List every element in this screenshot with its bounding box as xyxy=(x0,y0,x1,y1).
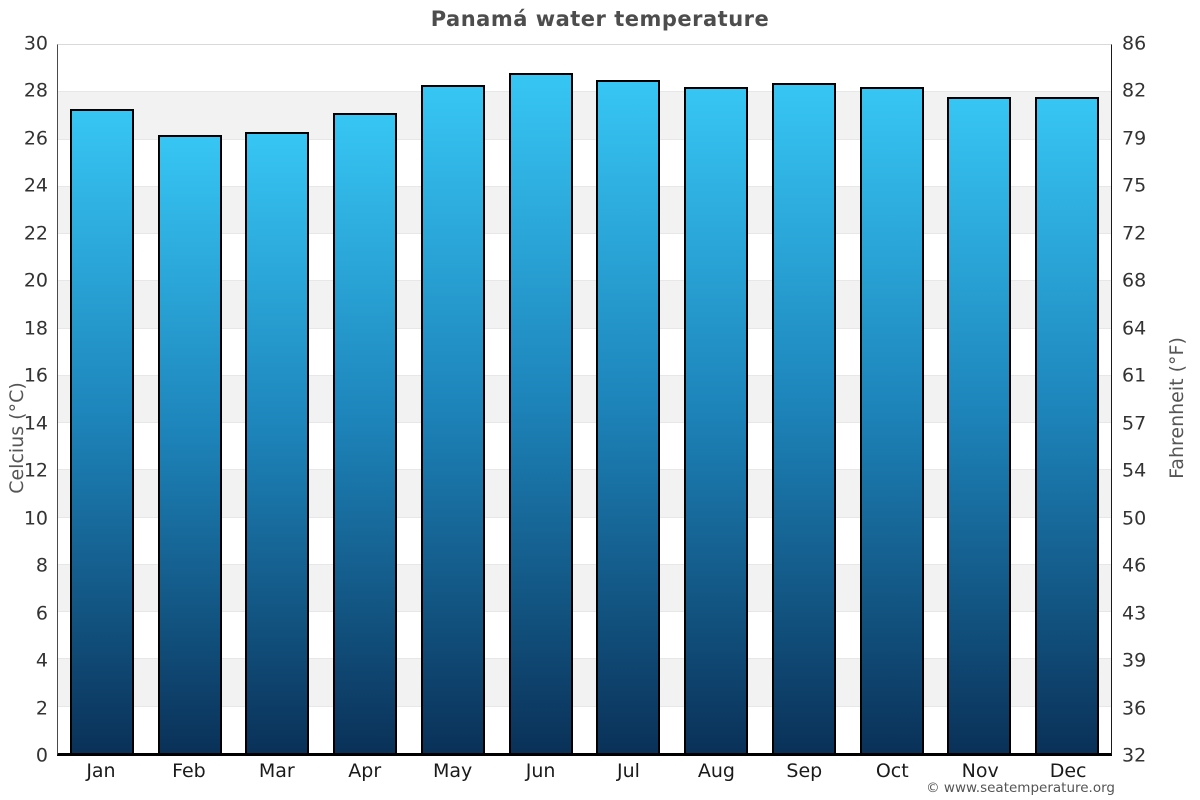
fahrenheit-tick-82: 82 xyxy=(1122,79,1147,102)
celsius-tick-18: 18 xyxy=(23,317,48,340)
bar-slot-may xyxy=(409,45,497,753)
bar-slot-nov xyxy=(936,45,1024,753)
bar-slot-apr xyxy=(321,45,409,753)
bar-slot-sep xyxy=(760,45,848,753)
fahrenheit-tick-43: 43 xyxy=(1122,602,1147,625)
fahrenheit-tick-68: 68 xyxy=(1122,269,1147,292)
bar-slot-jun xyxy=(497,45,585,753)
chart-title: Panamá water temperature xyxy=(430,7,770,31)
bar-dec xyxy=(1035,96,1100,753)
celsius-tick-10: 10 xyxy=(23,507,48,530)
fahrenheit-tick-57: 57 xyxy=(1122,412,1147,435)
month-label-mar: Mar xyxy=(258,760,295,782)
month-label-jul: Jul xyxy=(617,760,640,782)
copyright-credit-link[interactable]: © www.seatemperature.org xyxy=(926,780,1115,796)
bar-slot-aug xyxy=(672,45,760,753)
celsius-tick-4: 4 xyxy=(35,649,48,672)
fahrenheit-tick-54: 54 xyxy=(1122,459,1147,482)
month-label-may: May xyxy=(433,760,473,782)
grid-band xyxy=(58,516,1111,564)
bar-slot-dec xyxy=(1023,45,1111,753)
celsius-tick-28: 28 xyxy=(23,79,48,102)
bar-mar xyxy=(245,132,310,753)
grid-band xyxy=(58,563,1111,612)
celsius-tick-22: 22 xyxy=(23,222,48,245)
fahrenheit-tick-64: 64 xyxy=(1122,317,1147,340)
celsius-tick-30: 30 xyxy=(23,32,48,55)
celsius-tick-6: 6 xyxy=(35,602,48,625)
bar-jan xyxy=(69,108,134,753)
bar-jun xyxy=(508,73,573,753)
celsius-tick-0: 0 xyxy=(35,744,48,767)
fahrenheit-tick-39: 39 xyxy=(1122,649,1147,672)
bar-aug xyxy=(684,87,749,753)
bar-nov xyxy=(947,96,1012,753)
grid-band xyxy=(58,280,1111,328)
grid-band xyxy=(58,233,1111,281)
celsius-tick-26: 26 xyxy=(23,127,48,150)
fahrenheit-tick-32: 32 xyxy=(1122,744,1147,767)
grid-band xyxy=(58,138,1111,186)
fahrenheit-tick-72: 72 xyxy=(1122,222,1147,245)
month-label-jun: Jun xyxy=(525,760,556,782)
grid-band xyxy=(58,422,1111,470)
month-labels: Jan Feb Mar Apr May Jun Jul Aug Sep Oct Nov Dec xyxy=(57,761,1112,781)
fahrenheit-tick-61: 61 xyxy=(1122,364,1147,387)
bar-may xyxy=(420,85,485,753)
bar-feb xyxy=(157,134,222,753)
fahrenheit-tick-labels: 32 36 39 43 46 50 54 57 61 64 68 72 75 79 82 86 xyxy=(1122,34,1182,765)
bar-slot-jan xyxy=(58,45,146,753)
celsius-tick-8: 8 xyxy=(35,554,48,577)
grid-band xyxy=(58,611,1111,659)
celsius-tick-16: 16 xyxy=(23,364,48,387)
fahrenheit-tick-50: 50 xyxy=(1122,507,1147,530)
celsius-tick-20: 20 xyxy=(23,269,48,292)
fahrenheit-tick-36: 36 xyxy=(1122,697,1147,720)
month-label-apr: Apr xyxy=(348,760,382,782)
month-label-jan: Jan xyxy=(86,760,116,782)
fahrenheit-tick-46: 46 xyxy=(1122,554,1147,577)
fahrenheit-tick-79: 79 xyxy=(1122,127,1147,150)
bar-oct xyxy=(859,87,924,753)
month-label-dec: Dec xyxy=(1049,760,1087,782)
bar-apr xyxy=(333,113,398,753)
month-label-oct: Oct xyxy=(875,760,909,782)
grid-band xyxy=(58,658,1111,706)
bar-jul xyxy=(596,80,661,753)
bar-slot-jul xyxy=(585,45,673,753)
fahrenheit-tick-86: 86 xyxy=(1122,32,1147,55)
celsius-tick-2: 2 xyxy=(35,697,48,720)
grid-band xyxy=(58,469,1111,517)
bar-slot-feb xyxy=(146,45,234,753)
grid-band xyxy=(58,185,1111,234)
bar-slot-mar xyxy=(234,45,322,753)
celsius-tick-14: 14 xyxy=(23,412,48,435)
month-label-sep: Sep xyxy=(786,760,823,782)
bar-slot-oct xyxy=(848,45,936,753)
grid-band xyxy=(58,705,1111,753)
month-label-feb: Feb xyxy=(172,760,206,782)
fahrenheit-tick-75: 75 xyxy=(1122,174,1147,197)
celsius-tick-labels: 0 2 4 6 8 10 12 14 16 18 20 22 24 26 28 30 xyxy=(0,34,48,765)
grid-band xyxy=(58,91,1111,139)
grid-band xyxy=(58,374,1111,423)
grid-band xyxy=(58,327,1111,375)
month-label-aug: Aug xyxy=(697,760,735,782)
plot-area xyxy=(57,44,1112,756)
celsius-tick-24: 24 xyxy=(23,174,48,197)
bars-container xyxy=(58,45,1111,753)
grid-band xyxy=(58,45,1111,92)
bar-sep xyxy=(771,82,836,753)
month-label-nov: Nov xyxy=(961,760,999,782)
celsius-tick-12: 12 xyxy=(23,459,48,482)
background-bands xyxy=(58,45,1111,753)
